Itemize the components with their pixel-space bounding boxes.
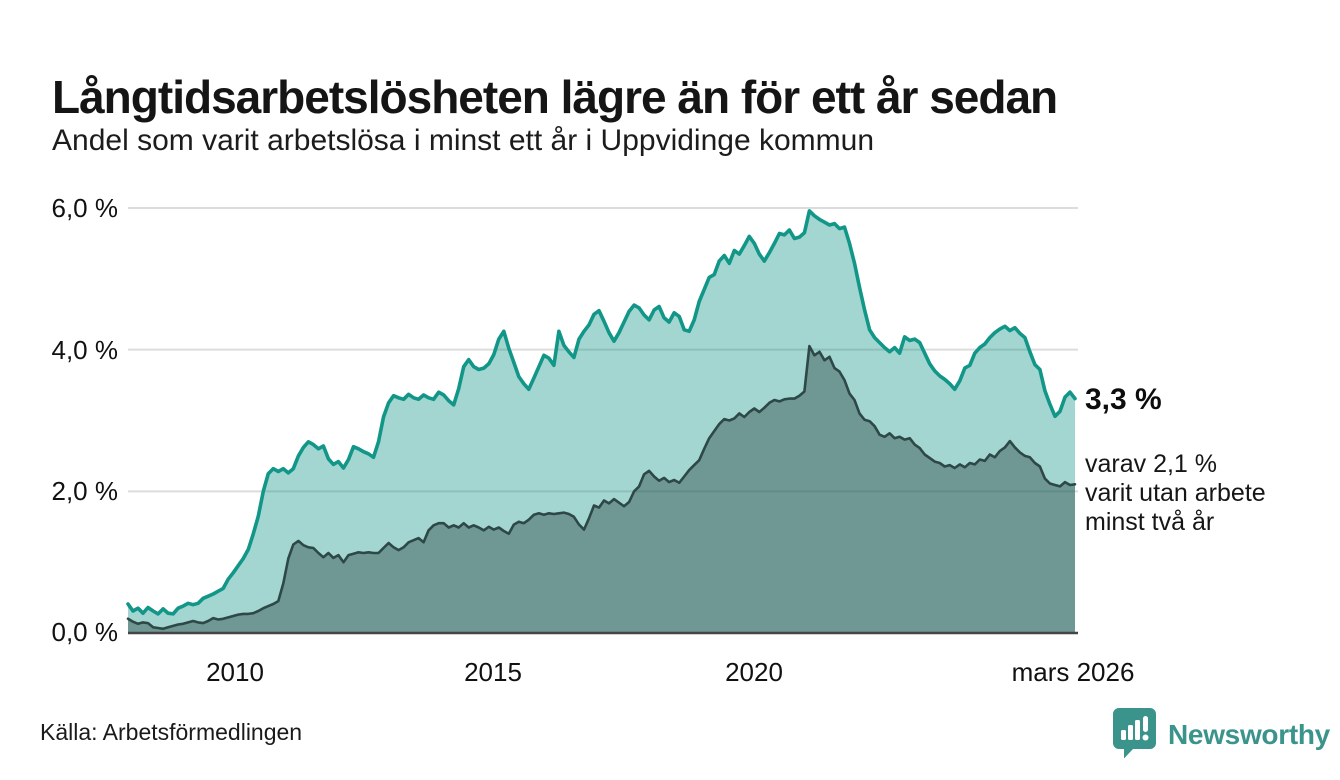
secondary-value-label: varav 2,1 % varit utan arbete minst två …	[1085, 450, 1266, 537]
y-axis-tick-0: 0,0 %	[51, 617, 119, 647]
chart-title: Långtidsarbetslösheten lägre än för ett …	[52, 70, 1058, 123]
latest-value-label: 3,3 %	[1085, 383, 1162, 416]
source-note: Källa: Arbetsförmedlingen	[40, 719, 303, 745]
newsworthy-icon	[1112, 707, 1157, 764]
x-axis-tick-2015: 2015	[464, 657, 522, 687]
x-axis-tick-2010: 2010	[206, 657, 264, 687]
y-axis-tick-6: 6,0 %	[51, 193, 119, 223]
y-axis-tick-2: 2,0 %	[51, 476, 119, 506]
newsworthy-logo: Newsworthy	[1112, 707, 1330, 764]
y-axis-tick-4: 4,0 %	[51, 335, 119, 365]
secondary-label-line-3: minst två år	[1085, 508, 1215, 536]
newsworthy-wordmark: Newsworthy	[1168, 719, 1330, 750]
x-axis-tick-mars-2026: mars 2026	[1011, 657, 1135, 687]
x-axis-tick-2020: 2020	[725, 657, 783, 687]
secondary-label-line-2: varit utan arbete	[1085, 479, 1266, 507]
secondary-label-line-1: varav 2,1 %	[1085, 450, 1218, 478]
chart-subtitle: Andel som varit arbetslösa i minst ett å…	[52, 124, 875, 157]
